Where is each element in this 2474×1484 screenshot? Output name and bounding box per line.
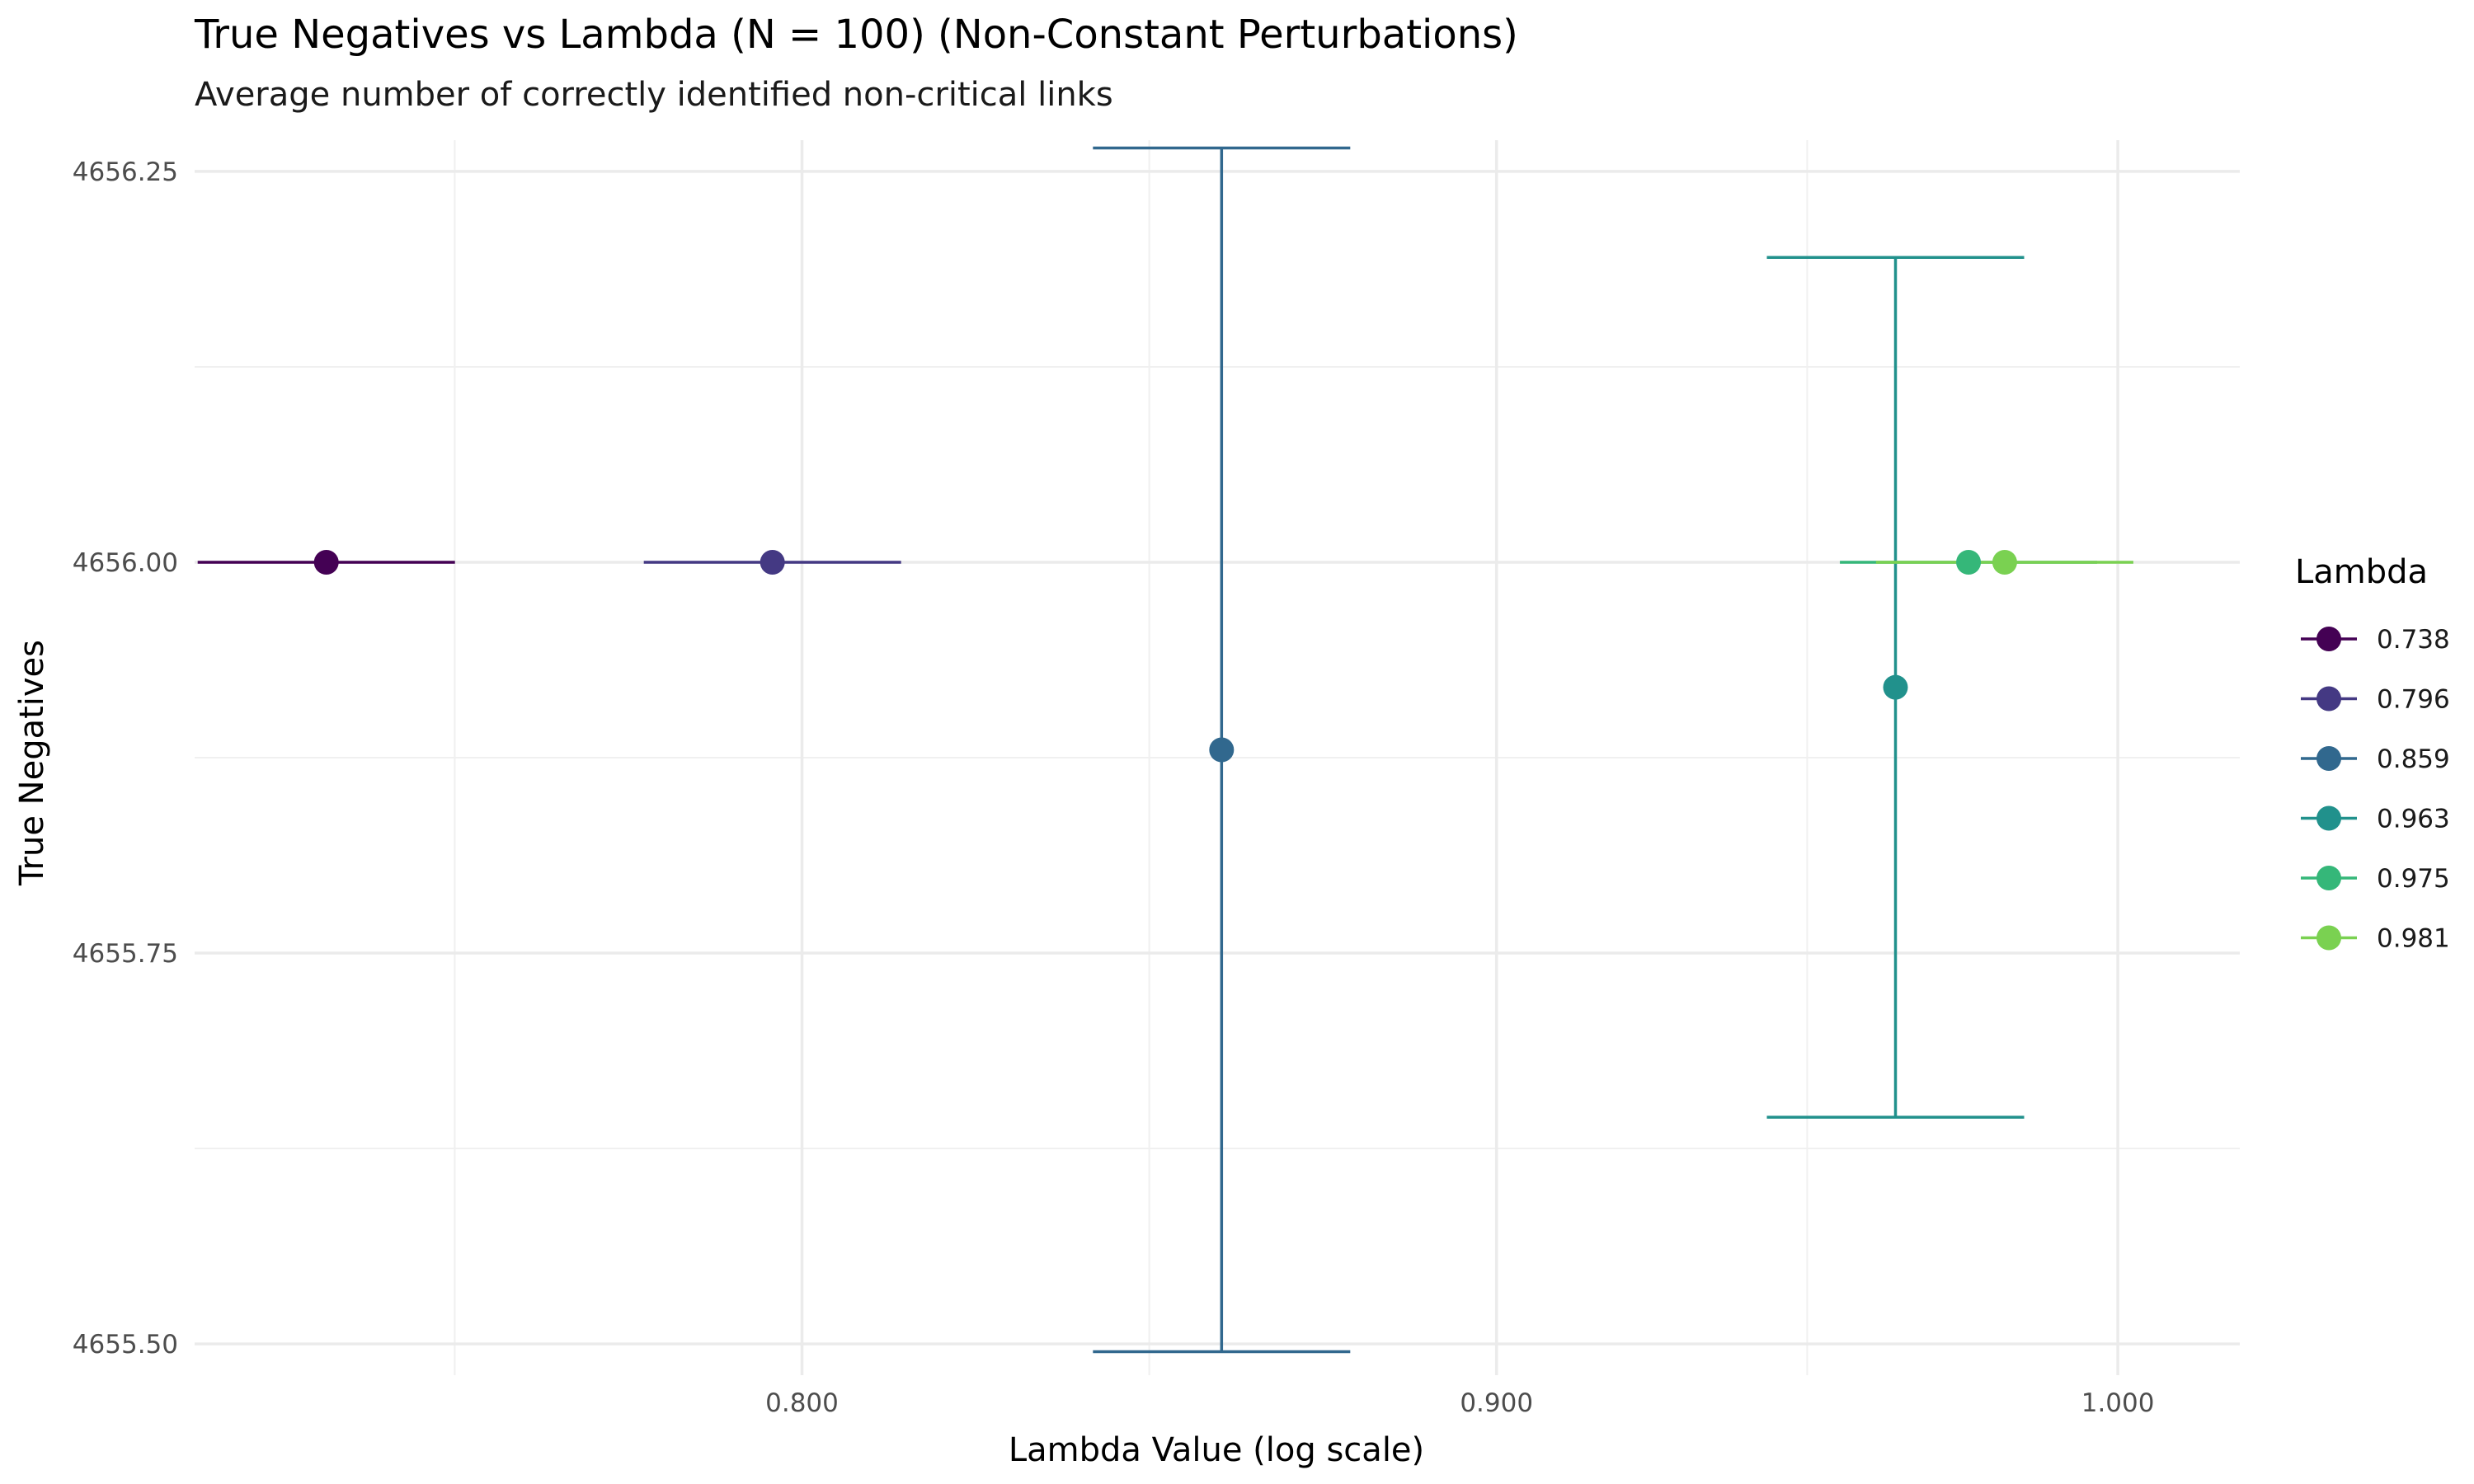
legend-item: 0.796 xyxy=(2301,685,2450,715)
chart-title: True Negatives vs Lambda (N = 100) (Non-… xyxy=(194,12,1518,58)
y-tick-label: 4656.25 xyxy=(73,157,178,187)
legend: Lambda 0.738 0.796 0.859 0.963 0.975 0.981 xyxy=(2295,553,2450,954)
legend-item: 0.975 xyxy=(2301,864,2450,894)
y-axis: 4655.50 4655.75 4656.00 4656.25 xyxy=(73,157,178,1360)
legend-key-point xyxy=(2316,627,2341,651)
x-tick-label: 0.900 xyxy=(1460,1388,1533,1418)
legend-key-point xyxy=(2316,925,2341,951)
plot-area xyxy=(197,146,2133,1354)
legend-label: 0.738 xyxy=(2377,625,2450,655)
legend-item: 0.738 xyxy=(2301,625,2450,655)
x-tick-label: 0.800 xyxy=(765,1388,839,1418)
y-tick-label: 4656.00 xyxy=(73,548,178,578)
y-tick-label: 4655.75 xyxy=(73,939,178,969)
legend-key-point xyxy=(2316,746,2341,771)
data-point xyxy=(1209,737,1235,763)
data-point xyxy=(1956,549,1982,575)
legend-title: Lambda xyxy=(2295,553,2428,591)
y-axis-label: True Negatives xyxy=(13,640,51,886)
grid xyxy=(195,140,2240,1375)
data-point xyxy=(313,549,339,575)
legend-key-point xyxy=(2316,866,2341,890)
chart-subtitle: Average number of correctly identified n… xyxy=(195,76,1113,114)
legend-item: 0.963 xyxy=(2301,805,2450,834)
legend-label: 0.975 xyxy=(2377,864,2450,894)
x-tick-label: 1.000 xyxy=(2081,1388,2155,1418)
x-axis-label: Lambda Value (log scale) xyxy=(1009,1431,1424,1469)
legend-label: 0.796 xyxy=(2377,685,2450,715)
legend-label: 0.963 xyxy=(2377,805,2450,834)
y-tick-label: 4655.50 xyxy=(73,1330,178,1360)
legend-item: 0.859 xyxy=(2301,744,2450,774)
data-point xyxy=(760,549,785,575)
data-point xyxy=(1992,549,2017,575)
x-axis: 0.800 0.900 1.000 xyxy=(765,1388,2154,1418)
legend-key-point xyxy=(2316,805,2341,831)
legend-label: 0.859 xyxy=(2377,744,2450,774)
legend-key-point xyxy=(2316,686,2341,711)
data-point xyxy=(1883,674,1908,700)
legend-label: 0.981 xyxy=(2377,924,2450,954)
legend-item: 0.981 xyxy=(2301,924,2450,954)
